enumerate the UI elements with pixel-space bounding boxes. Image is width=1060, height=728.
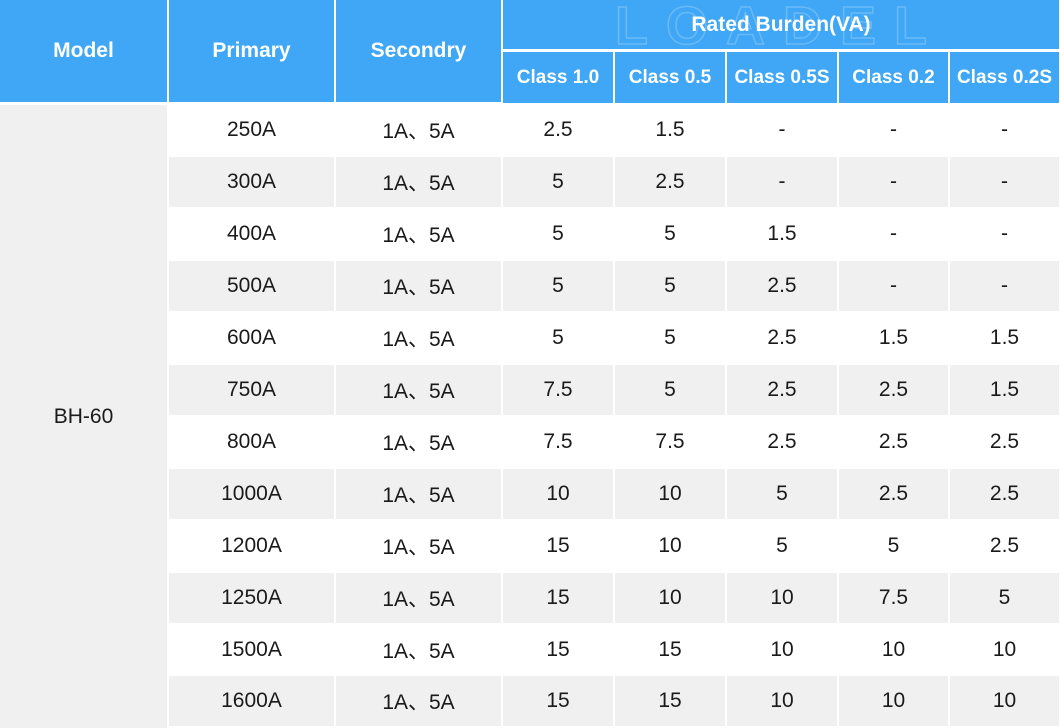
header-class-0: Class 1.0 — [503, 52, 613, 103]
primary-cell: 1600A — [169, 676, 334, 726]
secondary-cell: 1A、5A — [336, 157, 501, 207]
secondary-cell: 1A、5A — [336, 521, 501, 571]
burden-value-cell: 7.5 — [503, 417, 613, 467]
burden-value-cell: 1.5 — [615, 105, 725, 155]
burden-value-cell: 10 — [839, 676, 948, 726]
burden-value-cell: - — [950, 105, 1059, 155]
burden-value-cell: 2.5 — [839, 365, 948, 415]
primary-cell: 250A — [169, 105, 334, 155]
burden-value-cell: 2.5 — [839, 417, 948, 467]
primary-cell: 800A — [169, 417, 334, 467]
burden-value-cell: 10 — [615, 469, 725, 519]
secondary-cell: 1A、5A — [336, 105, 501, 155]
secondary-cell: 1A、5A — [336, 261, 501, 311]
burden-value-cell: 15 — [503, 573, 613, 623]
burden-value-cell: 15 — [615, 676, 725, 726]
burden-value-cell: 1.5 — [839, 313, 948, 363]
primary-cell: 600A — [169, 313, 334, 363]
secondary-cell: 1A、5A — [336, 573, 501, 623]
burden-value-cell: 1.5 — [727, 209, 837, 259]
burden-value-cell: 15 — [503, 676, 613, 726]
burden-value-cell: 5 — [503, 313, 613, 363]
burden-value-cell: - — [727, 157, 837, 207]
primary-cell: 1000A — [169, 469, 334, 519]
burden-value-cell: 10 — [615, 521, 725, 571]
burden-value-cell: 2.5 — [950, 417, 1059, 467]
burden-value-cell: 2.5 — [615, 157, 725, 207]
burden-value-cell: - — [839, 157, 948, 207]
burden-value-cell: 5 — [727, 521, 837, 571]
burden-value-cell: 5 — [503, 157, 613, 207]
burden-value-cell: 5 — [503, 261, 613, 311]
secondary-cell: 1A、5A — [336, 625, 501, 674]
header-class-1: Class 0.5 — [615, 52, 725, 103]
burden-value-cell: 10 — [503, 469, 613, 519]
burden-value-cell: 5 — [839, 521, 948, 571]
burden-value-cell: 10 — [727, 625, 837, 674]
burden-value-cell: 2.5 — [727, 261, 837, 311]
burden-value-cell: 2.5 — [727, 365, 837, 415]
primary-cell: 400A — [169, 209, 334, 259]
burden-value-cell: 10 — [615, 573, 725, 623]
burden-value-cell: 5 — [503, 209, 613, 259]
burden-value-cell: - — [950, 209, 1059, 259]
burden-value-cell: 2.5 — [503, 105, 613, 155]
burden-value-cell: 7.5 — [839, 573, 948, 623]
burden-value-cell: 15 — [503, 625, 613, 674]
header-primary: Primary — [169, 0, 334, 102]
header-class-2: Class 0.5S — [727, 52, 837, 103]
header-rated-burden: Rated Burden(VA) — [503, 0, 1059, 49]
burden-value-cell: 5 — [615, 209, 725, 259]
burden-value-cell: 7.5 — [615, 417, 725, 467]
secondary-cell: 1A、5A — [336, 417, 501, 467]
burden-value-cell: - — [839, 209, 948, 259]
secondary-cell: 1A、5A — [336, 469, 501, 519]
burden-value-cell: 2.5 — [839, 469, 948, 519]
header-secondary: Secondry — [336, 0, 501, 102]
burden-value-cell: - — [950, 157, 1059, 207]
burden-value-cell: 1.5 — [950, 313, 1059, 363]
burden-value-cell: 2.5 — [727, 313, 837, 363]
burden-value-cell: 10 — [839, 625, 948, 674]
burden-value-cell: 10 — [727, 676, 837, 726]
burden-value-cell: - — [727, 105, 837, 155]
model-cell: BH-60 — [0, 105, 167, 728]
secondary-cell: 1A、5A — [336, 365, 501, 415]
burden-value-cell: 1.5 — [950, 365, 1059, 415]
secondary-cell: 1A、5A — [336, 676, 501, 726]
burden-value-cell: - — [839, 105, 948, 155]
secondary-cell: 1A、5A — [336, 313, 501, 363]
secondary-cell: 1A、5A — [336, 209, 501, 259]
burden-value-cell: 10 — [950, 676, 1059, 726]
burden-value-cell: 10 — [727, 573, 837, 623]
burden-value-cell: 15 — [615, 625, 725, 674]
primary-cell: 500A — [169, 261, 334, 311]
burden-value-cell: 5 — [950, 573, 1059, 623]
burden-value-cell: 7.5 — [503, 365, 613, 415]
burden-value-cell: 5 — [615, 261, 725, 311]
header-class-3: Class 0.2 — [839, 52, 948, 103]
primary-cell: 1500A — [169, 625, 334, 674]
header-model: Model — [0, 0, 167, 102]
burden-value-cell: 2.5 — [950, 469, 1059, 519]
burden-value-cell: - — [839, 261, 948, 311]
burden-value-cell: 5 — [615, 365, 725, 415]
burden-value-cell: 2.5 — [950, 521, 1059, 571]
burden-value-cell: 2.5 — [727, 417, 837, 467]
burden-value-cell: 10 — [950, 625, 1059, 674]
primary-cell: 300A — [169, 157, 334, 207]
burden-value-cell: 15 — [503, 521, 613, 571]
primary-cell: 750A — [169, 365, 334, 415]
header-class-4: Class 0.2S — [950, 52, 1059, 103]
primary-cell: 1250A — [169, 573, 334, 623]
burden-value-cell: - — [950, 261, 1059, 311]
burden-value-cell: 5 — [727, 469, 837, 519]
burden-value-cell: 5 — [615, 313, 725, 363]
primary-cell: 1200A — [169, 521, 334, 571]
